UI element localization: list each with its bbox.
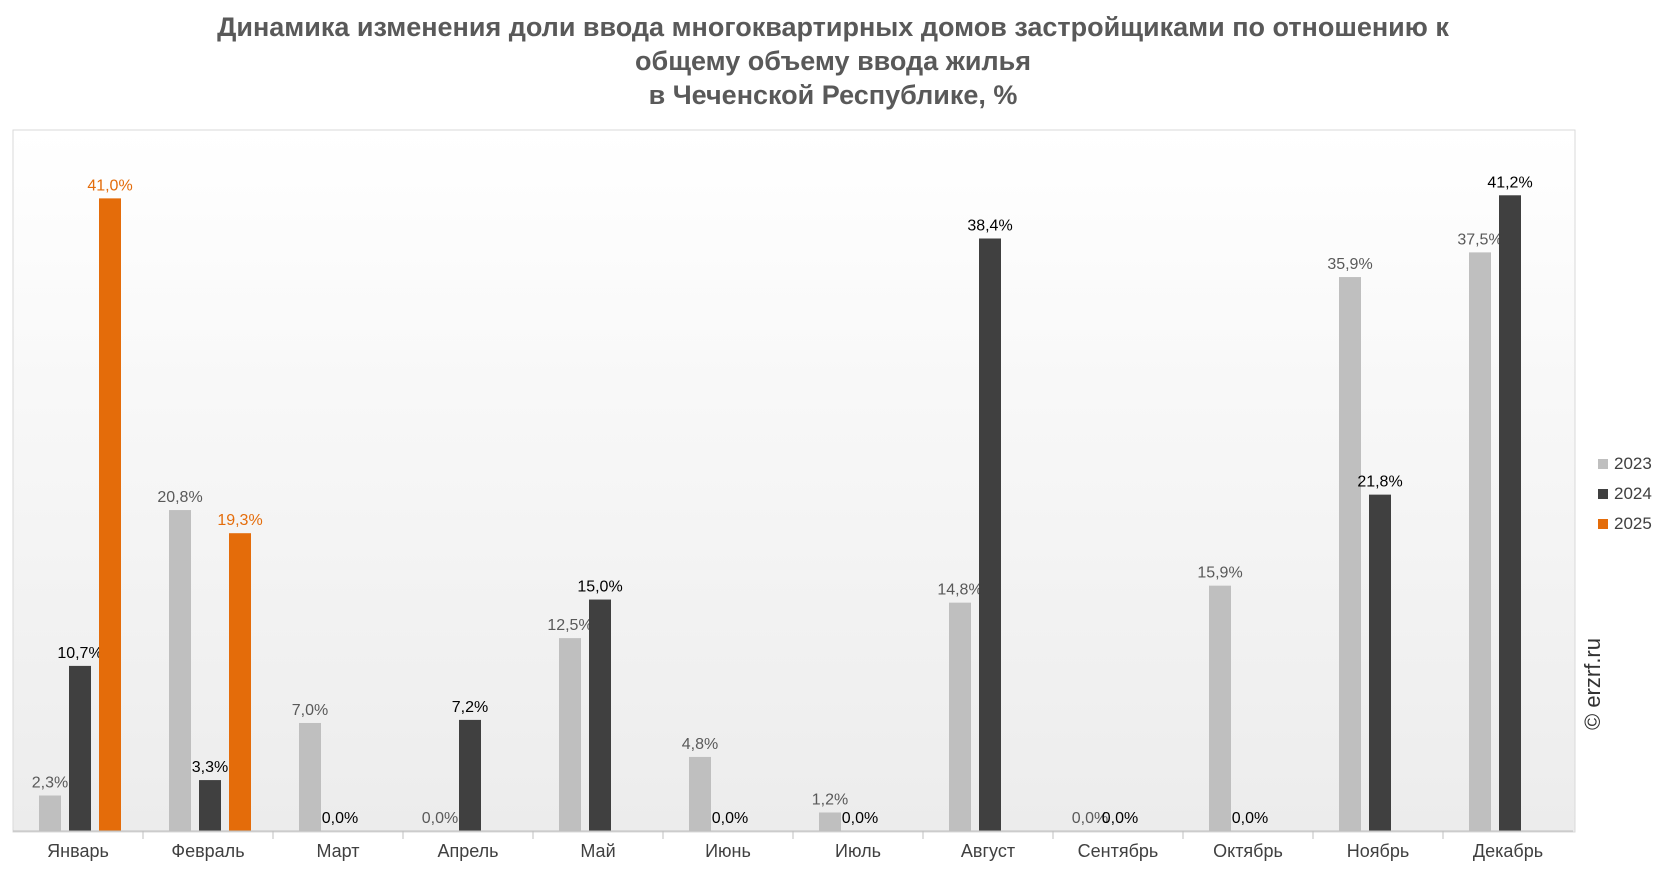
legend-swatch-2024: [1598, 489, 1608, 499]
x-tick-label: Июнь: [705, 841, 751, 861]
x-tick-label: Февраль: [171, 841, 244, 861]
x-tick-label: Май: [580, 841, 615, 861]
data-label-2023: 37,5%: [1457, 231, 1502, 248]
bar-2024: [979, 238, 1001, 831]
bar-2025: [229, 533, 251, 831]
data-label-2023: 14,8%: [937, 582, 982, 599]
data-label-2024: 38,4%: [967, 217, 1012, 234]
bar-2024: [459, 719, 481, 831]
data-label-2023: 0,0%: [422, 810, 458, 827]
data-label-2024: 21,8%: [1357, 474, 1402, 491]
data-label-2024: 0,0%: [712, 810, 748, 827]
bar-2023: [559, 638, 581, 831]
data-label-2023: 7,0%: [292, 702, 328, 719]
bars-layer: 2,3%10,7%41,0%20,8%3,3%19,3%7,0%0,0% 0,0%…: [32, 174, 1533, 831]
data-label-2023: 2,3%: [32, 775, 68, 792]
data-label-2024: 41,2%: [1487, 174, 1532, 191]
legend-label-2024: 2024: [1614, 484, 1652, 503]
data-label-2025: 41,0%: [87, 177, 132, 194]
data-label-2023: 12,5%: [547, 617, 592, 634]
chart-title: Динамика изменения доли ввода многокварт…: [0, 10, 1666, 112]
x-tick-label: Август: [961, 841, 1015, 861]
data-label-2023: 1,2%: [812, 791, 848, 808]
data-label-2023: 35,9%: [1327, 256, 1372, 273]
data-label-2025: 19,3%: [217, 512, 262, 529]
data-label-2024: 7,2%: [452, 699, 488, 716]
legend-item-2024: 2024: [1598, 483, 1652, 505]
x-tick-label: Октябрь: [1213, 841, 1283, 861]
x-tick-label: Апрель: [437, 841, 498, 861]
chart-title-line-2: общему объему ввода жилья: [635, 46, 1031, 76]
chart-title-line-3: в Чеченской Республике, %: [648, 80, 1018, 110]
data-label-2024: 15,0%: [577, 579, 622, 596]
legend-item-2023: 2023: [1598, 453, 1652, 475]
x-tick-label: Июль: [835, 841, 881, 861]
bar-2024: [69, 665, 91, 831]
data-label-2023: 20,8%: [157, 489, 202, 506]
legend-swatch-2025: [1598, 519, 1608, 529]
bar-2023: [689, 756, 711, 831]
bar-2025: [99, 198, 121, 831]
bar-2023: [299, 722, 321, 831]
x-tick-label: Сентябрь: [1078, 841, 1159, 861]
data-label-2024: 0,0%: [322, 810, 358, 827]
bar-2023: [819, 812, 841, 831]
data-label-2023: 4,8%: [682, 736, 718, 753]
x-axis: Январь Февраль Март Апрель Май Июнь Июль Август…: [13, 830, 1573, 861]
x-tick-label: Ноябрь: [1347, 841, 1409, 861]
x-tick-label: Март: [316, 841, 359, 861]
plot-area: [12, 129, 1576, 833]
legend-item-2025: 2025: [1598, 513, 1652, 535]
legend-label-2023: 2023: [1614, 454, 1652, 473]
bar-2023: [39, 795, 61, 831]
bar-2024: [589, 599, 611, 831]
data-label-2023: 15,9%: [1197, 565, 1242, 582]
data-label-2024: 0,0%: [1102, 810, 1138, 827]
bar-2024: [1369, 494, 1391, 831]
data-label-2024: 10,7%: [57, 645, 102, 662]
legend-swatch-2023: [1598, 459, 1608, 469]
data-label-2024: 0,0%: [842, 810, 878, 827]
bar-2023: [169, 510, 191, 831]
bar-2024: [199, 780, 221, 831]
bar-2024: [1499, 195, 1521, 831]
bar-2023: [1469, 252, 1491, 831]
watermark: © erzrf.ru: [1580, 638, 1605, 730]
x-tick-label: Январь: [47, 841, 109, 861]
legend-label-2025: 2025: [1614, 514, 1652, 533]
data-label-2024: 0,0%: [1232, 810, 1268, 827]
data-label-2023: 0,0%: [1072, 810, 1108, 827]
bar-2023: [949, 602, 971, 831]
bar-2023: [1209, 585, 1231, 831]
bar-2023: [1339, 277, 1361, 831]
x-tick-label: Декабрь: [1473, 841, 1543, 861]
chart-title-line-1: Динамика изменения доли ввода многокварт…: [217, 12, 1449, 42]
data-label-2024: 3,3%: [192, 759, 228, 776]
